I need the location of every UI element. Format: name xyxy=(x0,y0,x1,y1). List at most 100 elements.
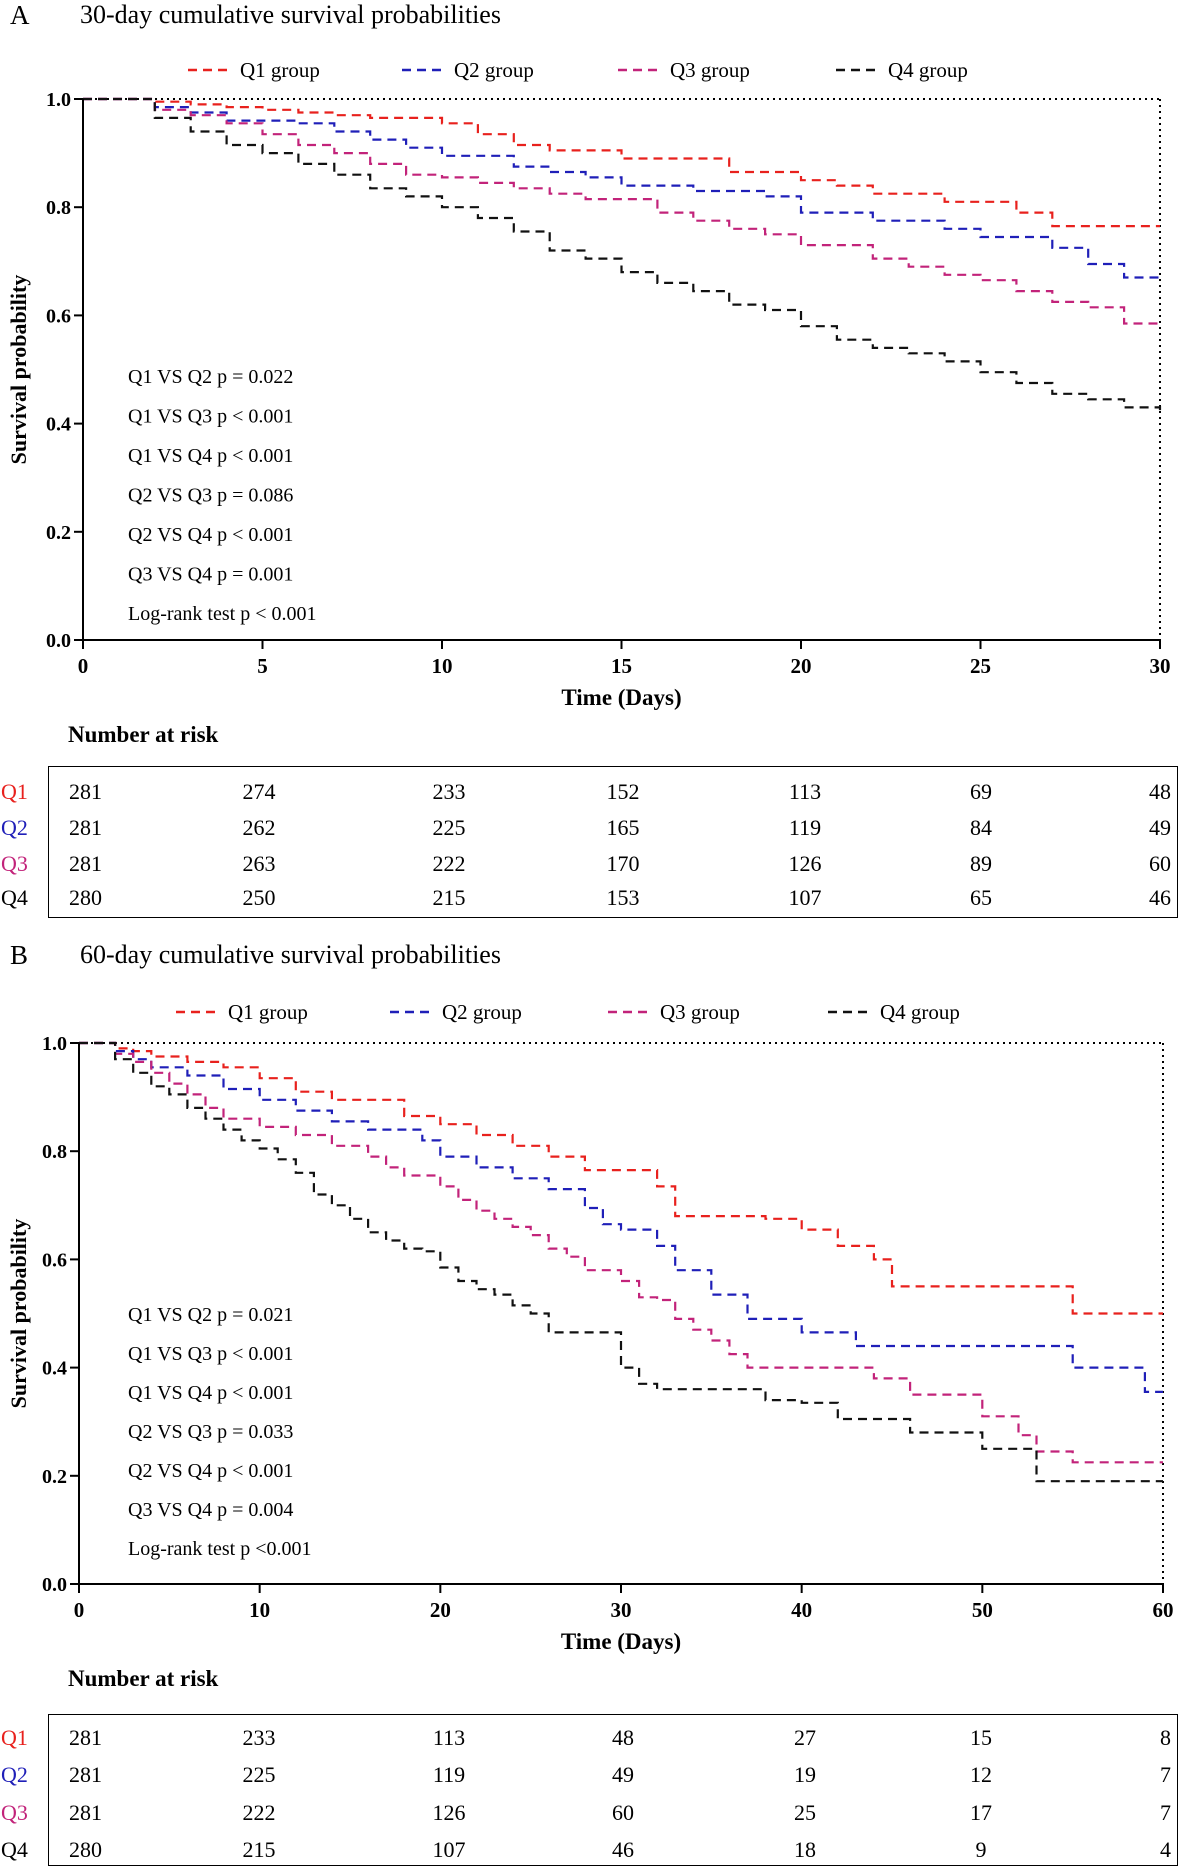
risk-value: 119 xyxy=(432,1762,466,1787)
pvalue-annotation: Q1 VS Q3 p < 0.001 xyxy=(128,1343,293,1365)
x-tick-label: 40 xyxy=(791,1598,812,1622)
risk-value: 46 xyxy=(612,1837,634,1862)
y-tick-label: 0.8 xyxy=(42,1141,67,1163)
panel-a: A 30-day cumulative survival probabiliti… xyxy=(0,0,1181,930)
y-tick-label: 0.4 xyxy=(42,1358,67,1380)
y-tick-label: 0.8 xyxy=(46,197,71,219)
survival-chart-a: 0 5 10 15 20 25 30 0.0 0.2 0.4 0.6 0.8 1.0 Time (Days… xyxy=(6,58,1171,710)
x-tick-label: 0 xyxy=(74,1598,85,1622)
risk-value: 233 xyxy=(242,1725,276,1750)
risk-value: 113 xyxy=(788,779,822,804)
y-tick-label: 0.4 xyxy=(46,414,71,436)
panel-letter: A xyxy=(10,0,30,30)
risk-value: 18 xyxy=(794,1837,816,1862)
risk-row-q1: Q1 281 274 233 152 113 69 48 xyxy=(1,779,1177,815)
risk-value: 89 xyxy=(970,851,992,876)
risk-value: 107 xyxy=(432,1837,466,1862)
x-tick-label: 0 xyxy=(78,654,89,678)
series-line-q3 xyxy=(83,97,1160,325)
legend-label-q1: Q1 group xyxy=(228,1000,308,1024)
risk-row-label: Q3 xyxy=(1,1800,28,1825)
pvalue-annotation: Q1 VS Q3 p < 0.001 xyxy=(128,406,293,428)
x-tick-label: 30 xyxy=(1150,654,1171,678)
risk-value: 48 xyxy=(1149,779,1171,804)
y-tick-label: 0.6 xyxy=(42,1249,67,1271)
x-tick-label: 10 xyxy=(432,654,453,678)
risk-row-q4: Q4 280 215 107 46 18 9 4 xyxy=(1,1837,1177,1873)
risk-value: 215 xyxy=(432,885,466,910)
x-tick-label: 30 xyxy=(611,1598,632,1622)
legend-label-q4: Q4 group xyxy=(880,1000,960,1024)
risk-row-label: Q1 xyxy=(1,1725,28,1750)
risk-value: 222 xyxy=(432,851,466,876)
risk-value: 119 xyxy=(788,815,822,840)
series-line-q4 xyxy=(79,1041,1163,1483)
pvalue-annotation: Q1 VS Q4 p < 0.001 xyxy=(128,445,293,467)
y-tick-label: 0.0 xyxy=(42,1574,67,1596)
pvalue-annotation: Q2 VS Q4 p < 0.001 xyxy=(128,1460,293,1482)
panel-b: B 60-day cumulative survival probabiliti… xyxy=(0,940,1181,1870)
risk-table-title: Number at risk xyxy=(68,722,219,747)
risk-value: 225 xyxy=(242,1762,276,1787)
y-tick-label: 0.2 xyxy=(46,522,71,544)
risk-value: 152 xyxy=(606,779,640,804)
risk-value: 7 xyxy=(1160,1800,1171,1825)
survival-chart-b: 0 10 20 30 40 50 60 0.0 0.2 0.4 0.6 0.8 1.0 Time (Day… xyxy=(6,1000,1174,1654)
panel-letter: B xyxy=(10,940,29,970)
risk-value: 49 xyxy=(612,1762,634,1787)
pvalue-annotation: Q1 VS Q2 p = 0.021 xyxy=(128,1304,293,1326)
x-tick-label: 10 xyxy=(249,1598,270,1622)
pvalue-annotation: Q1 VS Q2 p = 0.022 xyxy=(128,366,293,388)
risk-value: 281 xyxy=(69,815,102,840)
pvalue-annotation: Q2 VS Q4 p < 0.001 xyxy=(128,524,293,546)
risk-value: 281 xyxy=(69,851,102,876)
pvalue-annotation: Q3 VS Q4 p = 0.004 xyxy=(128,1499,293,1521)
risk-value: 65 xyxy=(970,885,992,910)
risk-table-title: Number at risk xyxy=(68,1666,219,1691)
x-tick-label: 20 xyxy=(791,654,812,678)
x-tick-label: 50 xyxy=(972,1598,993,1622)
risk-value: 281 xyxy=(69,779,102,804)
risk-value: 60 xyxy=(1149,851,1171,876)
chart-title: 60-day cumulative survival probabilities xyxy=(80,940,501,969)
risk-value: 17 xyxy=(970,1800,992,1825)
legend-label-q3: Q3 group xyxy=(670,58,750,82)
legend-label-q3: Q3 group xyxy=(660,1000,740,1024)
risk-value: 46 xyxy=(1149,885,1171,910)
series-line-q4 xyxy=(83,97,1162,411)
series-line-q3 xyxy=(79,1041,1163,1464)
risk-value: 126 xyxy=(788,851,822,876)
x-tick-label: 20 xyxy=(430,1598,451,1622)
risk-row-label: Q4 xyxy=(1,1837,28,1862)
risk-value: 84 xyxy=(970,815,992,840)
risk-value: 225 xyxy=(432,815,466,840)
y-axis-label: Survival probability xyxy=(6,275,31,465)
risk-value: 107 xyxy=(788,885,822,910)
risk-value: 8 xyxy=(1160,1725,1171,1750)
risk-row-q1: Q1 281 233 113 48 27 15 8 xyxy=(1,1725,1177,1761)
risk-value: 280 xyxy=(69,1837,102,1862)
risk-row-q3: Q3 281 263 222 170 126 89 60 xyxy=(1,851,1177,887)
risk-value: 15 xyxy=(970,1725,992,1750)
pvalue-annotation: Q2 VS Q3 p = 0.033 xyxy=(128,1421,293,1443)
risk-value: 153 xyxy=(606,885,640,910)
pvalue-annotation: Log-rank test p <0.001 xyxy=(128,1538,311,1560)
risk-value: 49 xyxy=(1149,815,1171,840)
series-line-q1 xyxy=(83,97,1160,228)
y-tick-label: 0.6 xyxy=(46,305,71,327)
risk-value: 222 xyxy=(242,1800,276,1825)
risk-value: 9 xyxy=(975,1837,987,1862)
risk-value: 113 xyxy=(432,1725,466,1750)
x-axis-label: Time (Days) xyxy=(561,685,681,710)
pvalue-annotation: Q1 VS Q4 p < 0.001 xyxy=(128,1382,293,1404)
risk-row-label: Q2 xyxy=(1,815,28,840)
risk-value: 48 xyxy=(612,1725,634,1750)
series-line-q2 xyxy=(79,1041,1163,1393)
risk-row-label: Q4 xyxy=(1,885,28,910)
legend-label-q2: Q2 group xyxy=(442,1000,522,1024)
y-tick-label: 1.0 xyxy=(46,89,71,111)
risk-value: 12 xyxy=(970,1762,992,1787)
pvalue-annotation: Log-rank test p < 0.001 xyxy=(128,603,316,625)
series-line-q2 xyxy=(83,97,1160,279)
pvalue-annotation: Q2 VS Q3 p = 0.086 xyxy=(128,485,293,507)
